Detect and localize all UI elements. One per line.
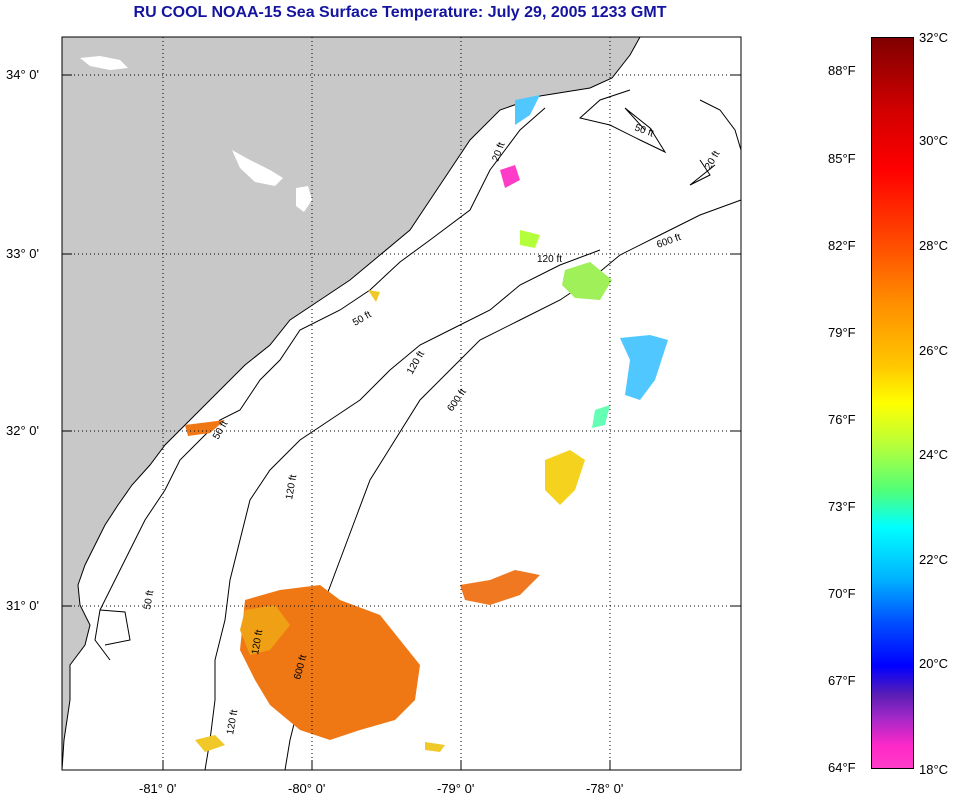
land-mass [61,36,641,771]
colorbar-c-label: 28°C [919,238,949,253]
inland-lake [296,186,312,212]
lat-label: 32° 0' [6,423,39,438]
colorbar-c-label: 18°C [919,762,949,777]
colorbar-f-label: 85°F [828,151,856,166]
inland-lake [72,706,84,722]
lat-label: 33° 0' [6,246,39,261]
colorbar-c-label: 24°C [919,447,949,462]
colorbar-f-label: 76°F [828,412,856,427]
colorbar-f-label: 73°F [828,499,856,514]
lon-label: -78° 0' [586,781,624,796]
colorbar-c-label: 26°C [919,343,949,358]
colorbar-c-label: 22°C [919,552,949,567]
lon-label: -81° 0' [139,781,177,796]
colorbar-c-label: 32°C [919,30,949,45]
lon-label: -79° 0' [437,781,475,796]
colorbar-f-label: 64°F [828,760,856,775]
colorbar-c-label: 30°C [919,133,949,148]
lon-label: -80° 0' [288,781,326,796]
lat-label: 34° 0' [6,67,39,82]
map-frame [61,36,742,771]
colorbar-f-label: 70°F [828,586,856,601]
colorbar-f-label: 82°F [828,238,856,253]
sst-data [185,95,668,752]
map-title: RU COOL NOAA-15 Sea Surface Temperature:… [133,4,667,21]
svg-text:120 ft: 120 ft [225,709,240,736]
inland-lake [80,56,128,70]
lat-label: 31° 0' [6,598,39,613]
inland-lake [232,150,283,186]
colorbar-c-label: 20°C [919,656,949,671]
colorbar-f-label: 79°F [828,325,856,340]
svg-text:50 ft: 50 ft [142,589,156,610]
svg-text:120 ft: 120 ft [284,474,299,501]
svg-text:120 ft: 120 ft [537,254,562,265]
colorbar-f-label: 88°F [828,63,856,78]
svg-text:120 ft: 120 ft [250,629,265,656]
axis-ticks [62,74,741,770]
temperature-colorbar [871,37,914,769]
colorbar-f-label: 67°F [828,673,856,688]
